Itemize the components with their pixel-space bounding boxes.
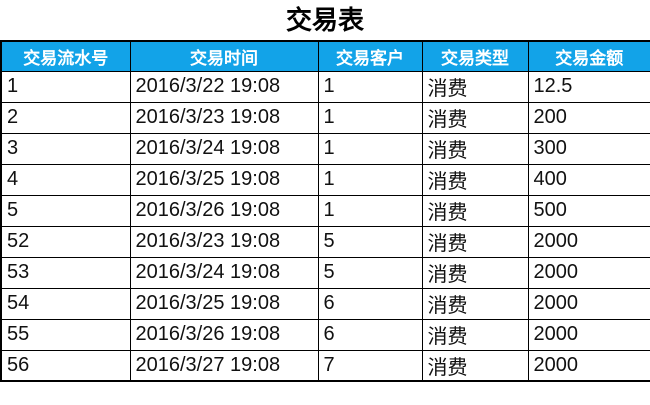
cell-serial: 56 <box>0 349 131 382</box>
cell-type: 消费 <box>421 318 529 351</box>
header-row: 交易流水号 交易时间 交易客户 交易类型 交易金额 <box>0 40 650 72</box>
cell-time: 2016/3/22 19:08 <box>129 70 319 103</box>
table-body: 1 2016/3/22 19:08 1 消费 12.5 2 2016/3/23 19:08 1… <box>0 70 650 382</box>
cell-type: 消费 <box>421 163 529 196</box>
cell-time: 2016/3/24 19:08 <box>129 132 319 165</box>
table-row: 56 2016/3/27 19:08 7 消费 2000 <box>0 349 650 382</box>
cell-amount: 2000 <box>527 225 650 258</box>
cell-serial: 3 <box>0 132 131 165</box>
cell-serial: 53 <box>0 256 131 289</box>
table-row: 54 2016/3/25 19:08 6 消费 2000 <box>0 287 650 320</box>
table-row: 2 2016/3/23 19:08 1 消费 200 <box>0 101 650 134</box>
cell-amount: 500 <box>527 194 650 227</box>
cell-serial: 5 <box>0 194 131 227</box>
cell-time: 2016/3/24 19:08 <box>129 256 319 289</box>
cell-time: 2016/3/25 19:08 <box>129 287 319 320</box>
cell-amount: 2000 <box>527 349 650 382</box>
column-header-customer: 交易客户 <box>317 40 423 72</box>
cell-time: 2016/3/26 19:08 <box>129 194 319 227</box>
cell-customer: 1 <box>317 163 423 196</box>
cell-serial: 54 <box>0 287 131 320</box>
cell-amount: 12.5 <box>527 70 650 103</box>
page: 交易表 交易流水号 交易时间 交易客户 交易类型 交易金额 1 2016/3/22 19:… <box>0 5 650 405</box>
cell-time: 2016/3/23 19:08 <box>129 225 319 258</box>
cell-customer: 5 <box>317 225 423 258</box>
cell-type: 消费 <box>421 70 529 103</box>
cell-time: 2016/3/27 19:08 <box>129 349 319 382</box>
cell-type: 消费 <box>421 349 529 382</box>
table-row: 4 2016/3/25 19:08 1 消费 400 <box>0 163 650 196</box>
column-header-serial: 交易流水号 <box>0 40 131 72</box>
cell-serial: 4 <box>0 163 131 196</box>
cell-customer: 5 <box>317 256 423 289</box>
cell-type: 消费 <box>421 287 529 320</box>
cell-customer: 6 <box>317 318 423 351</box>
cell-type: 消费 <box>421 101 529 134</box>
cell-customer: 7 <box>317 349 423 382</box>
table-row: 1 2016/3/22 19:08 1 消费 12.5 <box>0 70 650 103</box>
cell-customer: 6 <box>317 287 423 320</box>
cell-type: 消费 <box>421 256 529 289</box>
cell-customer: 1 <box>317 132 423 165</box>
cell-customer: 1 <box>317 70 423 103</box>
cell-amount: 2000 <box>527 256 650 289</box>
cell-amount: 300 <box>527 132 650 165</box>
table-row: 52 2016/3/23 19:08 5 消费 2000 <box>0 225 650 258</box>
column-header-type: 交易类型 <box>421 40 529 72</box>
cell-serial: 2 <box>0 101 131 134</box>
cell-customer: 1 <box>317 194 423 227</box>
cell-serial: 55 <box>0 318 131 351</box>
cell-amount: 400 <box>527 163 650 196</box>
cell-serial: 1 <box>0 70 131 103</box>
cell-time: 2016/3/23 19:08 <box>129 101 319 134</box>
table-row: 5 2016/3/26 19:08 1 消费 500 <box>0 194 650 227</box>
cell-type: 消费 <box>421 225 529 258</box>
table-row: 53 2016/3/24 19:08 5 消费 2000 <box>0 256 650 289</box>
cell-time: 2016/3/25 19:08 <box>129 163 319 196</box>
page-title: 交易表 <box>285 5 364 35</box>
cell-amount: 2000 <box>527 318 650 351</box>
table-row: 55 2016/3/26 19:08 6 消费 2000 <box>0 318 650 351</box>
column-header-time: 交易时间 <box>129 40 319 72</box>
cell-amount: 200 <box>527 101 650 134</box>
cell-customer: 1 <box>317 101 423 134</box>
cell-amount: 2000 <box>527 287 650 320</box>
column-header-amount: 交易金额 <box>527 40 650 72</box>
cell-type: 消费 <box>421 132 529 165</box>
cell-time: 2016/3/26 19:08 <box>129 318 319 351</box>
cell-type: 消费 <box>421 194 529 227</box>
cell-serial: 52 <box>0 225 131 258</box>
table-row: 3 2016/3/24 19:08 1 消费 300 <box>0 132 650 165</box>
transactions-table: 交易流水号 交易时间 交易客户 交易类型 交易金额 1 2016/3/22 19:08 1 消… <box>0 40 650 382</box>
